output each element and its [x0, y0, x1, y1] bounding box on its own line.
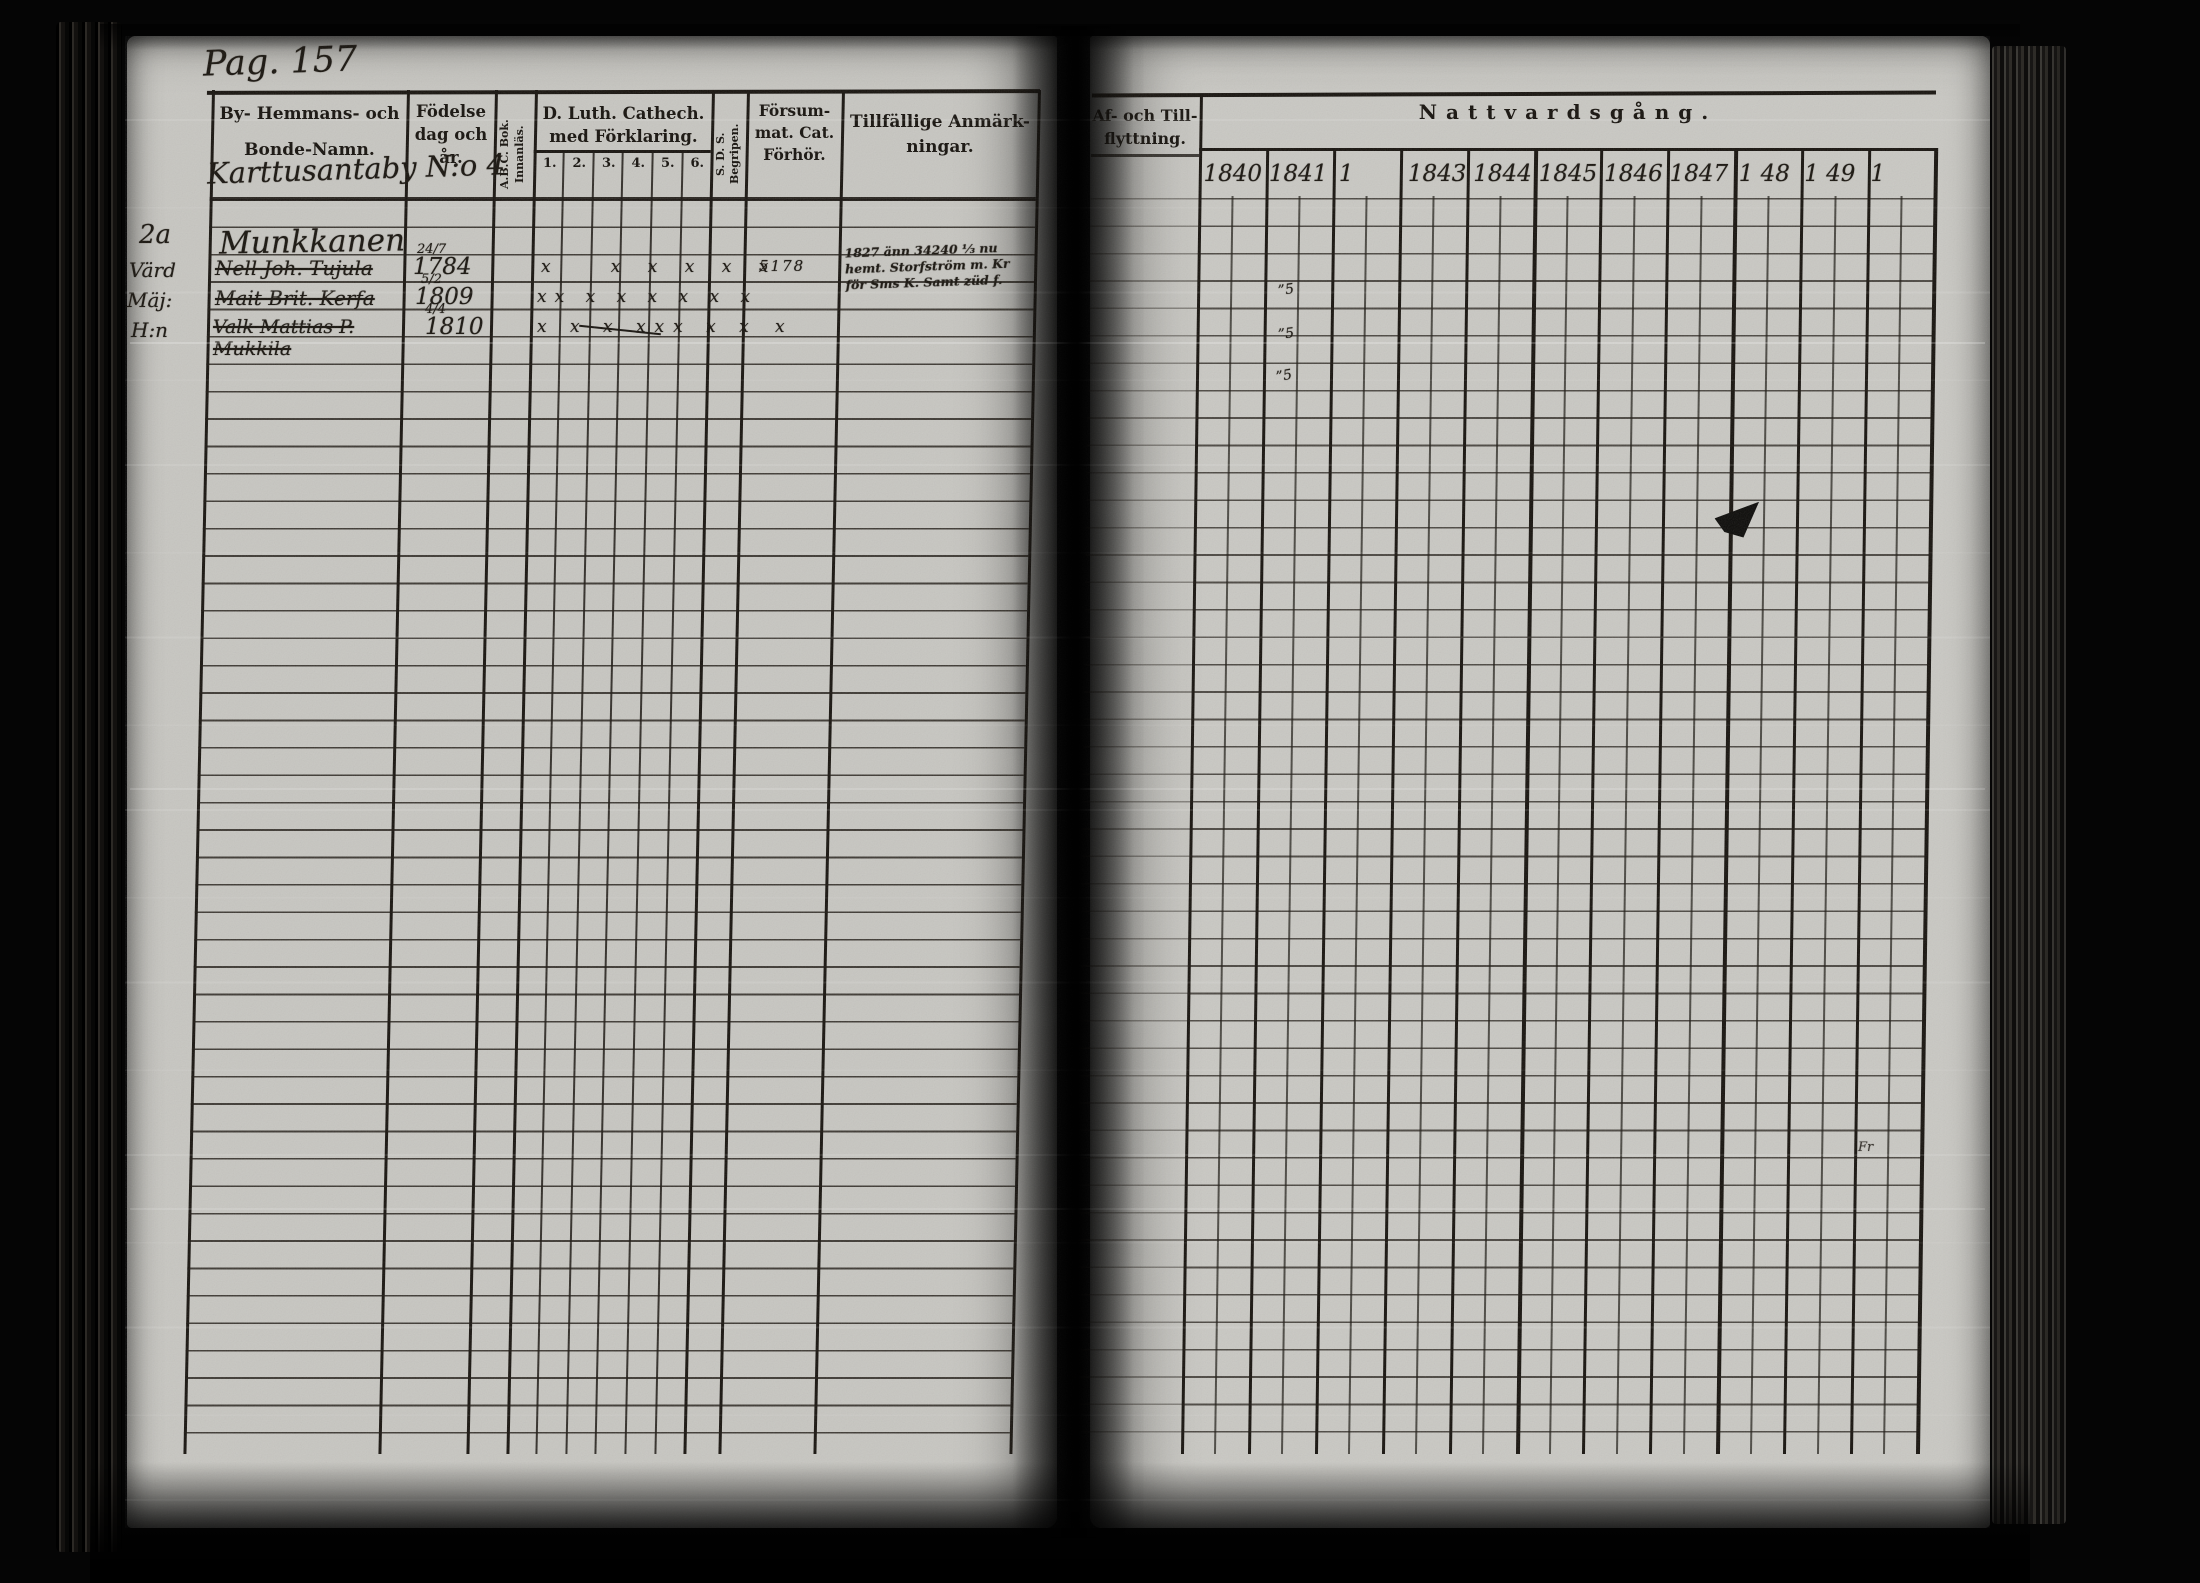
year-1841: 1841	[1268, 161, 1328, 187]
header-birth-line1: Födelse	[416, 102, 486, 121]
row2-margin-label: Mäj:	[127, 288, 173, 312]
row1-catechism-marks: x x x x x x	[541, 257, 780, 277]
row3-extra-mark: x	[775, 317, 785, 337]
header-cat-line1: D. Luth. Cathech.	[542, 104, 705, 123]
row1-missed-value: 5178	[759, 257, 806, 275]
year-1845: 1845	[1538, 161, 1598, 187]
year-header-rule	[1199, 148, 1936, 151]
cat-subcol-2: 2.	[572, 156, 587, 171]
header-missed-line1: Försum-	[758, 101, 831, 120]
year-1849: 1 49	[1804, 161, 1856, 187]
cat-subcol-5: 5.	[660, 156, 675, 171]
row1-name: Nell Joh. Tujula	[215, 256, 373, 280]
header-cat-line2: med Förklaring.	[549, 127, 698, 146]
header-sds-line1: S. D. S.	[714, 132, 727, 176]
attendance-mark-1841-row2: ”5	[1277, 325, 1295, 343]
row3-margin-label: H:n	[131, 318, 169, 342]
cat-subheader-rule	[533, 150, 711, 153]
stray-pen-mark: Fr	[1858, 1140, 1874, 1155]
communion-row-lines	[1180, 198, 1935, 1454]
row-lines	[183, 199, 1036, 1454]
film-right-fade	[2040, 0, 2200, 1583]
header-abc-line2: Innanläs.	[513, 125, 526, 183]
cat-subcolumn-labels: 1. 2. 3. 4. 5. 6.	[535, 156, 712, 171]
year-1842: 1	[1338, 161, 1354, 187]
header-catechism-column: D. Luth. Cathech. med Förklaring.	[535, 102, 712, 148]
year-1843: 1843	[1407, 161, 1467, 187]
attendance-mark-1841-row1: ”5	[1276, 280, 1296, 300]
header-missed-line3: Förhör.	[763, 145, 826, 164]
header-missed-column: Försum- mat. Cat. Förhör.	[747, 100, 842, 166]
row1-margin-label: Värd	[129, 258, 176, 282]
row3-birth-year: 1810	[425, 314, 484, 340]
group-number: 2a	[139, 220, 172, 250]
table-top-rule	[1091, 90, 1937, 98]
header-notes-column: Tillfällige Anmärk- ningar.	[842, 110, 1038, 160]
header-notes-line1: Tillfällige Anmärk-	[849, 112, 1030, 132]
year-header-row: 1840 1841 1 1843 1844 1845 1846 1847 1 4…	[1200, 152, 1936, 198]
book-spine	[56, 22, 122, 1552]
header-missed-line2: mat. Cat.	[754, 123, 835, 142]
year-1848: 1 48	[1738, 161, 1790, 187]
bottom-shadow	[90, 1462, 2030, 1583]
left-page: Pag. 157 By- Hemmans- och Bonde-Namn. Fö…	[127, 36, 1057, 1528]
row2-name: Mait Brit. Kerfa	[215, 286, 375, 310]
attendance-mark-1841-row3: ”5	[1274, 366, 1294, 386]
cat-subcol-1: 1.	[542, 156, 557, 171]
year-1844: 1844	[1473, 161, 1532, 187]
table-top-rule	[206, 89, 1041, 95]
village-underline-rule	[209, 197, 1036, 201]
book-gutter-shadow	[1012, 26, 1134, 1538]
header-sds-line2: Begripen.	[728, 123, 741, 185]
header-notes-line2: ningar.	[906, 137, 974, 157]
header-name-line1: By- Hemmans- och	[219, 104, 400, 124]
header-sds-column: S. D. S. Begripen.	[714, 94, 747, 214]
year-1840: 1840	[1203, 161, 1262, 187]
communion-title: Nattvardsgång.	[1418, 100, 1718, 124]
row3-name: Valk Mattias P. Mukkila	[213, 316, 355, 360]
header-birth-line2: dag och	[414, 125, 488, 144]
right-page: Af- och Till- flyttning. Nattvardsgång. …	[1072, 36, 1990, 1528]
year-1847: 1847	[1669, 161, 1729, 187]
row2-catechism-marks: xx x x x x x x	[537, 287, 759, 307]
cat-subcol-6: 6.	[690, 156, 705, 171]
cat-subcol-4: 4.	[631, 156, 646, 171]
right-table-grid	[1070, 36, 1991, 1528]
top-shadow	[100, 24, 2020, 50]
cat-subcol-3: 3.	[601, 156, 616, 171]
year-1846: 1846	[1604, 161, 1663, 187]
year-1850: 1	[1870, 161, 1886, 187]
